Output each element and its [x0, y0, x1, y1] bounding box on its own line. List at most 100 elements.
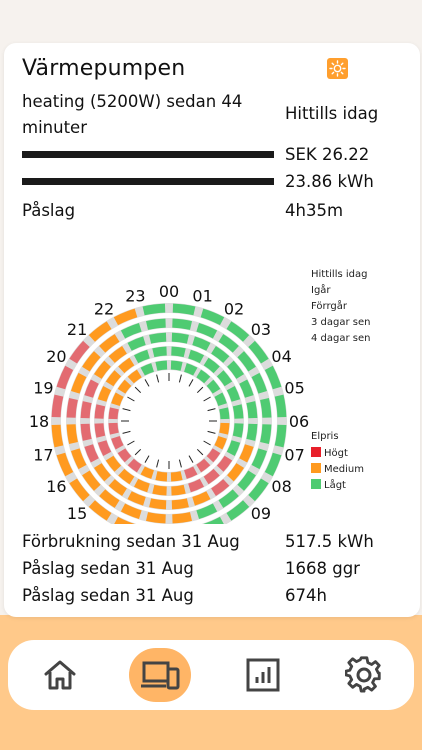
price-segment [218, 489, 239, 508]
price-segment [133, 478, 150, 493]
price-segment [248, 478, 269, 502]
price-segment [69, 478, 90, 502]
price-segment [118, 357, 135, 374]
price-segment [239, 444, 254, 463]
hour-label: 01 [192, 286, 212, 305]
price-segment [206, 379, 221, 394]
nav-statistics[interactable] [235, 648, 291, 702]
heat-pump-card: Värmepumpen heating (5200W) sedan 44 min… [4, 43, 420, 617]
price-segment [227, 360, 245, 379]
ring-legend-entry: Förrgår [311, 299, 348, 312]
price-segment [127, 369, 142, 384]
device-title: Värmepumpen [22, 56, 186, 81]
price-segment [196, 458, 211, 473]
price-segment [246, 423, 258, 441]
price-segment [171, 346, 186, 358]
price-legend-label: Högt [324, 448, 348, 459]
price-segment [274, 394, 287, 418]
price-segment [51, 394, 64, 418]
price-segment [170, 360, 183, 371]
price-segment [114, 516, 135, 524]
price-legend-swatch [311, 447, 321, 457]
devices-icon [141, 661, 180, 690]
hour-tick [196, 386, 204, 394]
summary-value-consumption: 517.5 kWh [285, 532, 374, 551]
price-segment [118, 468, 135, 485]
today-label: Hittills idag [285, 104, 379, 123]
hour-tick [122, 408, 131, 412]
price-legend-label: Medium [324, 464, 364, 475]
hour-label: 22 [94, 299, 114, 318]
price-segment [183, 466, 198, 479]
price-segment [99, 489, 120, 508]
hour-label: 15 [67, 504, 87, 523]
hour-tick [156, 459, 160, 468]
ring-legend-entry: 3 dagar sen [311, 317, 370, 328]
price-segment [152, 484, 167, 496]
hour-label: 19 [33, 378, 53, 397]
price-segment [274, 424, 287, 448]
price-segment [264, 365, 282, 390]
price-segment [80, 401, 92, 419]
hour-tick [178, 374, 182, 383]
price-segment [108, 407, 119, 420]
price-segment [56, 365, 74, 390]
price-segment [200, 308, 225, 326]
price-segment [251, 372, 268, 394]
energy-bar [22, 178, 274, 185]
runtime-value: 4h35m [285, 201, 344, 220]
price-segment [192, 491, 211, 506]
nav-settings[interactable] [336, 648, 392, 702]
price-segment [216, 370, 233, 387]
price-segment [146, 318, 166, 330]
hour-label: 09 [251, 504, 271, 523]
price-segment [237, 470, 256, 491]
price-segment [69, 340, 90, 364]
ring-track [108, 360, 230, 482]
price-segment [140, 363, 155, 376]
hour-label: 16 [46, 477, 66, 496]
price-segment [66, 424, 78, 444]
sun-icon[interactable] [327, 58, 348, 79]
price-segment [113, 308, 138, 326]
price-segment [192, 336, 211, 351]
summary-value-runtime: 674h [285, 586, 327, 605]
price-segment [226, 440, 241, 457]
price-segment [97, 385, 112, 402]
price-segment [155, 471, 168, 482]
summary-label-runtime: Påslag sedan 31 Aug [22, 586, 194, 605]
price-segment [117, 448, 132, 463]
price-segment [99, 334, 120, 353]
price-segment [196, 503, 218, 520]
price-segment [70, 372, 87, 394]
price-segment [84, 444, 99, 463]
price-segment [82, 351, 101, 372]
hour-label: 04 [271, 347, 291, 366]
price-segment [206, 448, 221, 463]
price-segment [237, 351, 256, 372]
hour-tick [134, 448, 142, 456]
gear-icon [345, 656, 381, 693]
price-segment [66, 398, 78, 418]
price-segment [171, 498, 189, 510]
price-segment [196, 322, 218, 339]
nav-devices[interactable] [129, 648, 191, 702]
ring-track [66, 318, 272, 524]
price-segment [188, 349, 205, 364]
price-segment [251, 448, 268, 470]
price-segment [227, 463, 245, 482]
price-segment [105, 370, 122, 387]
price-segment [196, 369, 211, 384]
price-segment [219, 407, 230, 420]
hour-tick [156, 374, 160, 383]
status-text: heating (5200W) sedan 44 minuter [22, 92, 243, 137]
price-segment [127, 491, 146, 506]
price-segment [172, 303, 196, 316]
price-legend-title: Elpris [311, 431, 339, 442]
price-segment [88, 500, 112, 521]
price-legend-label: Lågt [324, 478, 346, 491]
price-segment [140, 466, 155, 479]
price-segment [142, 303, 166, 316]
price-legend-swatch [311, 479, 321, 489]
nav-home[interactable] [32, 648, 88, 702]
